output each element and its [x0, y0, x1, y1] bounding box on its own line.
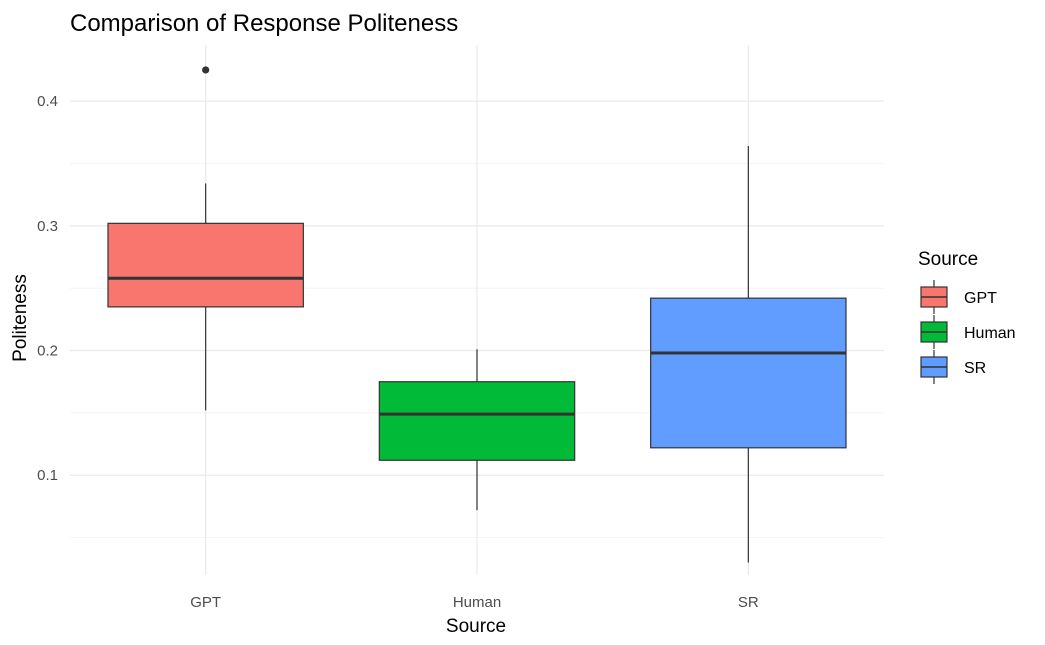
y-axis-title: Politeness	[10, 274, 31, 362]
legend-label: GPT	[964, 290, 997, 307]
legend: Source GPT Human SR	[918, 249, 1016, 384]
x-tick-label: Human	[453, 594, 501, 611]
iqr-box	[378, 381, 576, 461]
x-axis-title: Source	[446, 616, 506, 637]
y-axis-ticks: 0.1 0.2 0.3 0.4	[37, 93, 58, 484]
y-tick-label: 0.3	[37, 218, 58, 235]
legend-entry-sr: SR	[920, 350, 986, 384]
chart-title: Comparison of Response Politeness	[70, 10, 458, 37]
boxplot-sr	[650, 146, 847, 563]
iqr-box	[650, 297, 847, 449]
boxplot-gpt	[107, 66, 304, 411]
iqr-box	[107, 222, 304, 308]
legend-label: SR	[964, 360, 986, 377]
x-tick-label: GPT	[190, 594, 221, 611]
legend-label: Human	[964, 325, 1016, 342]
y-tick-label: 0.2	[37, 343, 58, 360]
legend-entry-gpt: GPT	[920, 280, 997, 314]
y-tick-label: 0.4	[37, 93, 58, 110]
boxplot-human	[378, 349, 576, 511]
legend-title: Source	[918, 249, 978, 270]
x-axis-ticks: GPT Human SR	[190, 594, 759, 611]
boxplots	[107, 66, 847, 563]
outlier-point	[202, 66, 210, 74]
y-tick-label: 0.1	[37, 467, 58, 484]
legend-entry-human: Human	[920, 315, 1016, 349]
x-tick-label: SR	[738, 594, 759, 611]
